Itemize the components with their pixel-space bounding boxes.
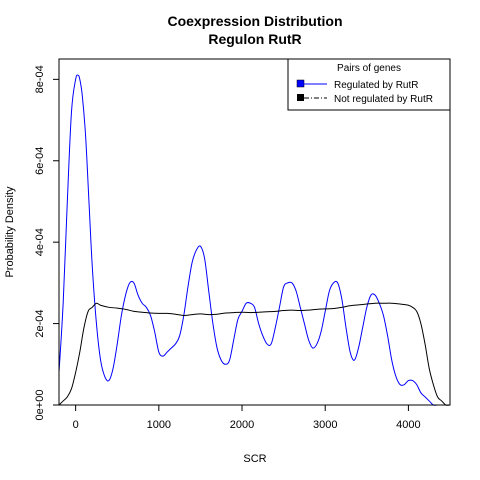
y-tick-label: 0e+00 — [34, 390, 46, 421]
legend-box — [287, 58, 451, 111]
series-line-not-regulated — [58, 302, 451, 406]
x-tick-label: 0 — [73, 419, 79, 431]
x-axis-label: SCR — [243, 453, 266, 465]
chart-title-line-1: Coexpression Distribution — [167, 13, 342, 29]
legend-swatch-regulated — [296, 79, 305, 88]
x-tick-label: 1000 — [147, 419, 171, 431]
legend-label-not-regulated: Not regulated by RutR — [334, 94, 433, 105]
chart-title-line-2: Regulon RutR — [208, 31, 301, 47]
legend-title: Pairs of genes — [337, 63, 401, 74]
plot-lines — [58, 74, 451, 406]
y-axis-label: Probability Density — [4, 186, 16, 278]
y-tick-label: 6e-04 — [34, 147, 46, 175]
y-tick-label: 4e-04 — [34, 228, 46, 256]
x-tick-label: 2000 — [230, 419, 254, 431]
plot-frame — [58, 58, 451, 406]
x-tick-label: 3000 — [313, 419, 337, 431]
legend-swatch-not-regulated — [297, 94, 304, 101]
series-line-regulated — [58, 74, 450, 406]
legend: Pairs of genes Regulated by RutR Not reg… — [287, 58, 451, 111]
y-tick-label: 2e-04 — [34, 310, 46, 338]
legend-label-regulated: Regulated by RutR — [334, 80, 419, 91]
x-axis: 0 1000 2000 3000 4000 — [73, 405, 421, 431]
y-axis: 0e+00 2e-04 4e-04 6e-04 8e-04 — [34, 65, 59, 420]
x-tick-label: 4000 — [396, 419, 420, 431]
y-tick-label: 8e-04 — [34, 65, 46, 93]
